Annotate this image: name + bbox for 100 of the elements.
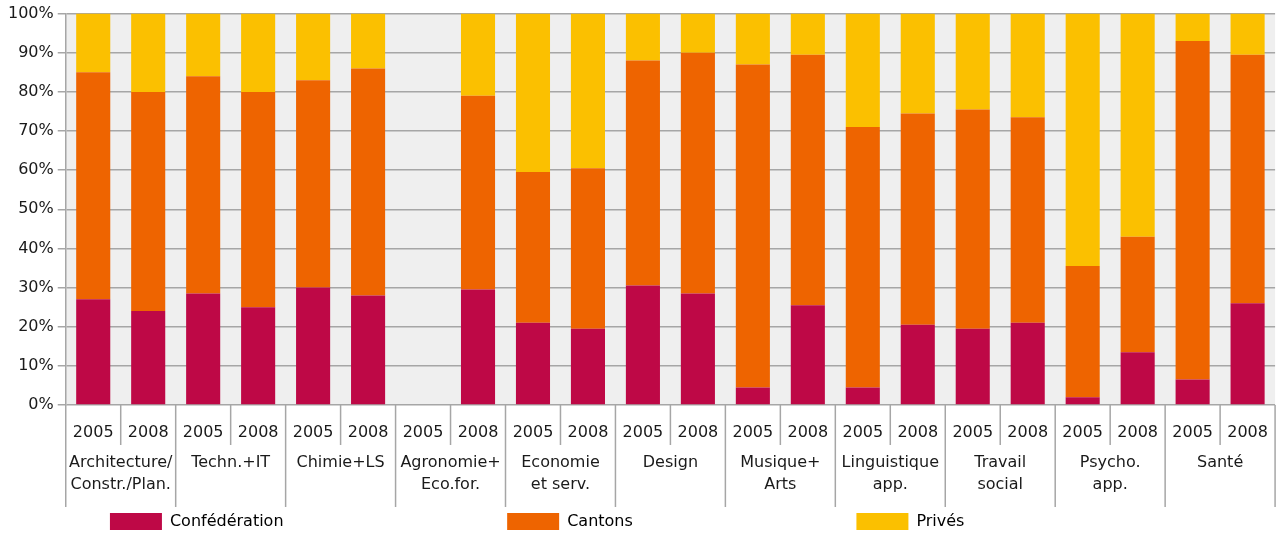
bar [955,13,990,110]
legend-label: Privés [916,510,1179,530]
y-tick-label: 40% [18,237,54,257]
bar [790,13,825,55]
legend-label: Cantons [567,510,847,530]
x-tick-label: 2008 [897,421,939,441]
y-tick-label: 0% [28,394,54,414]
x-tick-label: 2008 [677,421,719,441]
bar [131,13,166,92]
bar [570,328,605,405]
bar [1065,266,1100,398]
bar [241,91,276,308]
bar [1230,54,1265,304]
bar [241,13,276,92]
bar [76,299,111,405]
bar [1175,379,1210,405]
bar [131,91,166,312]
x-tick-label: 2008 [787,421,829,441]
bar [515,172,551,323]
bar [460,289,496,405]
bar [900,324,935,405]
x-tick-label: 2008 [1227,421,1268,441]
text: Linguistique app. [841,452,940,494]
text: Travail social [973,452,1027,494]
x-tick-label: 2005 [1062,421,1104,441]
bar [1010,13,1045,118]
bar [460,95,496,290]
bar [1120,352,1155,405]
bar [296,13,331,81]
x-tick-label: 2005 [402,421,444,441]
text: Agronomie+ Eco.for. [400,452,501,494]
bar [1230,13,1265,55]
bar [790,54,825,306]
text: Chimie+LS [296,452,385,472]
x-tick-label: 2005 [842,421,884,441]
bar [1120,13,1155,237]
y-tick-label: 70% [18,120,54,140]
x-tick-label: 2005 [622,421,664,441]
text: Economie et serv. [521,452,600,494]
bar [680,13,715,53]
bar [186,13,221,77]
bar [1120,236,1155,353]
x-tick-label: 2008 [457,421,499,441]
text: Architecture/ Constr./Plan. [69,452,173,494]
bar [515,13,551,173]
x-tick-label: 2005 [292,421,334,441]
x-tick-label: 2008 [347,421,389,441]
bar [1175,41,1210,380]
bar [296,80,331,288]
bar [351,295,386,405]
bar [790,305,825,405]
x-tick-label: 2005 [952,421,994,441]
bar [241,307,276,405]
x-tick-label: 2005 [182,421,224,441]
bar [1065,397,1100,405]
bar [351,68,386,296]
y-tick-label: 30% [18,276,54,296]
bar [955,109,990,329]
text: Techn.+IT [190,452,271,472]
x-tick-label: 2008 [237,421,279,441]
y-tick-label: 20% [18,315,54,335]
bar [1065,13,1100,267]
bar [131,311,166,405]
bar [1010,117,1045,323]
text: Design [642,452,699,472]
bar [900,113,935,325]
bar [570,168,605,329]
x-tick-label: 2008 [127,421,169,441]
x-tick-label: 2005 [72,421,114,441]
bar [186,76,221,294]
x-tick-label: 2005 [732,421,774,441]
bar [1230,303,1265,405]
x-tick-label: 2008 [1007,421,1049,441]
bar [845,387,880,405]
y-tick-label: 90% [18,41,54,61]
bar [735,387,770,405]
y-tick-label: 100% [7,2,54,22]
bar [351,13,386,69]
bar [296,287,331,405]
bar [845,127,880,388]
bar [955,328,990,405]
y-tick-label: 60% [18,159,54,179]
text: Psycho. app. [1079,452,1141,494]
bar [900,13,935,114]
bar [1010,322,1045,405]
y-tick-label: 80% [18,81,54,101]
text: Santé [1197,452,1244,472]
bar [735,13,770,65]
x-tick-label: 2008 [1117,421,1159,441]
bar [460,13,496,96]
bar [680,293,715,405]
y-tick-label: 10% [18,355,54,375]
bar [76,13,111,73]
bar [1175,13,1210,41]
bar [76,72,111,300]
bar [680,52,715,294]
bar [845,13,880,128]
bar [625,285,660,405]
bar [625,13,660,61]
x-tick-label: 2008 [567,421,609,441]
